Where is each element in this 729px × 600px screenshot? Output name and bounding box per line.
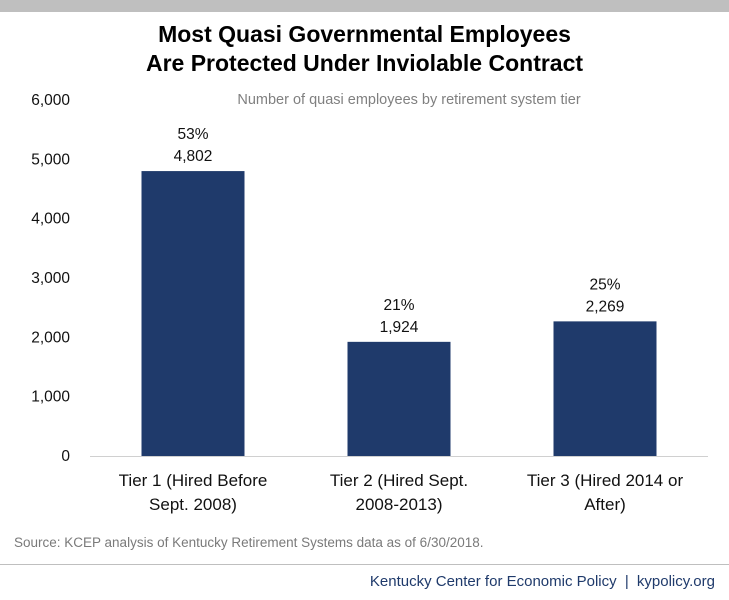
bar-value-label: 1,924 bbox=[380, 319, 419, 336]
footer-separator: | bbox=[624, 573, 629, 590]
y-tick-label: 5,000 bbox=[31, 151, 70, 168]
bar-percent-label: 53% bbox=[177, 126, 208, 143]
y-tick-label: 3,000 bbox=[31, 270, 70, 287]
x-tick-label: Tier 1 (Hired Before bbox=[119, 471, 268, 490]
bar-value-label: 4,802 bbox=[174, 148, 213, 165]
chart-title-line-1: Most Quasi Governmental Employees bbox=[158, 21, 571, 47]
footer: Kentucky Center for Economic Policy | ky… bbox=[370, 573, 715, 590]
y-tick-label: 0 bbox=[61, 448, 70, 465]
chart-title-line-2: Are Protected Under Inviolable Contract bbox=[145, 50, 584, 76]
chart-title: Most Quasi Governmental Employees Are Pr… bbox=[0, 20, 729, 78]
chart-subtitle: Number of quasi employees by retirement … bbox=[237, 92, 580, 108]
y-tick-label: 6,000 bbox=[31, 92, 70, 109]
bar-value-label: 2,269 bbox=[586, 298, 625, 315]
y-tick-label: 1,000 bbox=[31, 389, 70, 406]
footer-site: kypolicy.org bbox=[636, 573, 715, 590]
bar-percent-label: 21% bbox=[383, 297, 414, 314]
x-tick-label: 2008-2013) bbox=[356, 495, 443, 514]
top-decorative-bar bbox=[0, 0, 729, 12]
x-tick-label: After) bbox=[584, 495, 626, 514]
x-tick-label: Tier 2 (Hired Sept. bbox=[330, 471, 468, 490]
bar bbox=[141, 171, 245, 456]
footer-org: Kentucky Center for Economic Policy bbox=[369, 573, 617, 590]
y-tick-label: 2,000 bbox=[31, 329, 70, 346]
bar-percent-label: 25% bbox=[589, 276, 620, 293]
bar bbox=[553, 321, 657, 456]
bar bbox=[347, 341, 451, 456]
x-tick-label: Tier 3 (Hired 2014 or bbox=[527, 471, 684, 490]
source-note: Source: KCEP analysis of Kentucky Retire… bbox=[14, 535, 484, 550]
y-tick-label: 4,000 bbox=[31, 211, 70, 228]
bar-chart: Number of quasi employees by retirement … bbox=[31, 92, 708, 514]
x-tick-label: Sept. 2008) bbox=[149, 495, 237, 514]
footer-divider bbox=[0, 564, 729, 565]
